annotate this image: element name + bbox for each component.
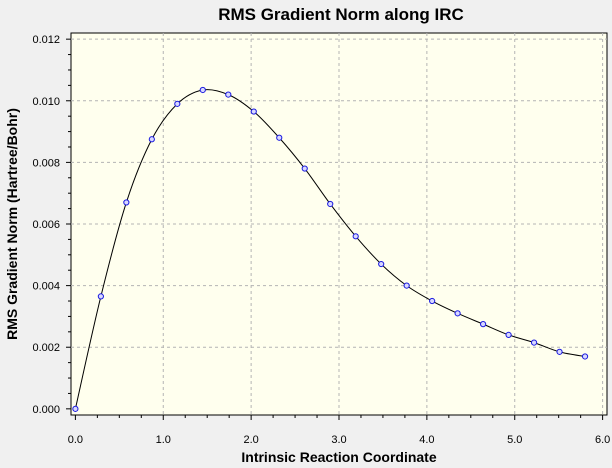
data-point xyxy=(581,353,589,360)
series-line xyxy=(74,89,586,409)
data-point xyxy=(250,108,257,115)
data-point xyxy=(199,86,206,94)
y-tick-label: 0.004 xyxy=(32,281,60,293)
x-tick-label: 4.0 xyxy=(419,434,434,446)
data-point xyxy=(530,339,538,346)
ticks xyxy=(66,38,604,420)
y-tick-label: 0.006 xyxy=(32,219,60,231)
data-point xyxy=(403,282,410,289)
data-point xyxy=(174,100,181,107)
data-point xyxy=(352,233,359,240)
y-tick-label: 0.012 xyxy=(32,34,60,46)
y-tick-label: 0.008 xyxy=(32,157,60,169)
x-axis-label: Intrinsic Reaction Coordinate xyxy=(241,449,436,465)
data-point xyxy=(505,331,512,339)
x-tick-label: 3.0 xyxy=(331,434,346,446)
data-point xyxy=(225,91,232,98)
x-tick-label: 0.0 xyxy=(68,434,83,446)
x-tick-label: 2.0 xyxy=(243,434,258,446)
y-tick-label: 0.000 xyxy=(32,404,60,416)
y-axis-label: RMS Gradient Norm (Hartree/Bohr) xyxy=(4,108,20,340)
x-tick-label: 1.0 xyxy=(156,434,171,446)
tick-labels: 0.0 1.0 2.0 3.0 4.0 5.0 6.0 0.000 0.002 0.004 0.00… xyxy=(32,34,610,446)
data-point xyxy=(97,293,104,300)
x-tick-label: 5.0 xyxy=(507,434,522,446)
data-point xyxy=(123,199,130,206)
x-tick-label: 6.0 xyxy=(595,434,610,446)
data-point xyxy=(454,310,461,317)
chart-title: RMS Gradient Norm along IRC xyxy=(218,5,464,24)
data-point xyxy=(429,297,436,305)
data-point xyxy=(72,405,79,412)
y-tick-label: 0.010 xyxy=(32,96,60,108)
y-tick-label: 0.002 xyxy=(32,342,60,354)
grid-lines xyxy=(71,33,607,415)
data-point xyxy=(276,134,283,141)
data-point xyxy=(148,136,155,143)
data-point xyxy=(327,200,334,208)
data-point xyxy=(301,165,308,172)
data-point xyxy=(378,260,385,268)
data-point xyxy=(480,321,487,328)
data-point xyxy=(556,348,563,355)
data-points xyxy=(72,86,589,412)
